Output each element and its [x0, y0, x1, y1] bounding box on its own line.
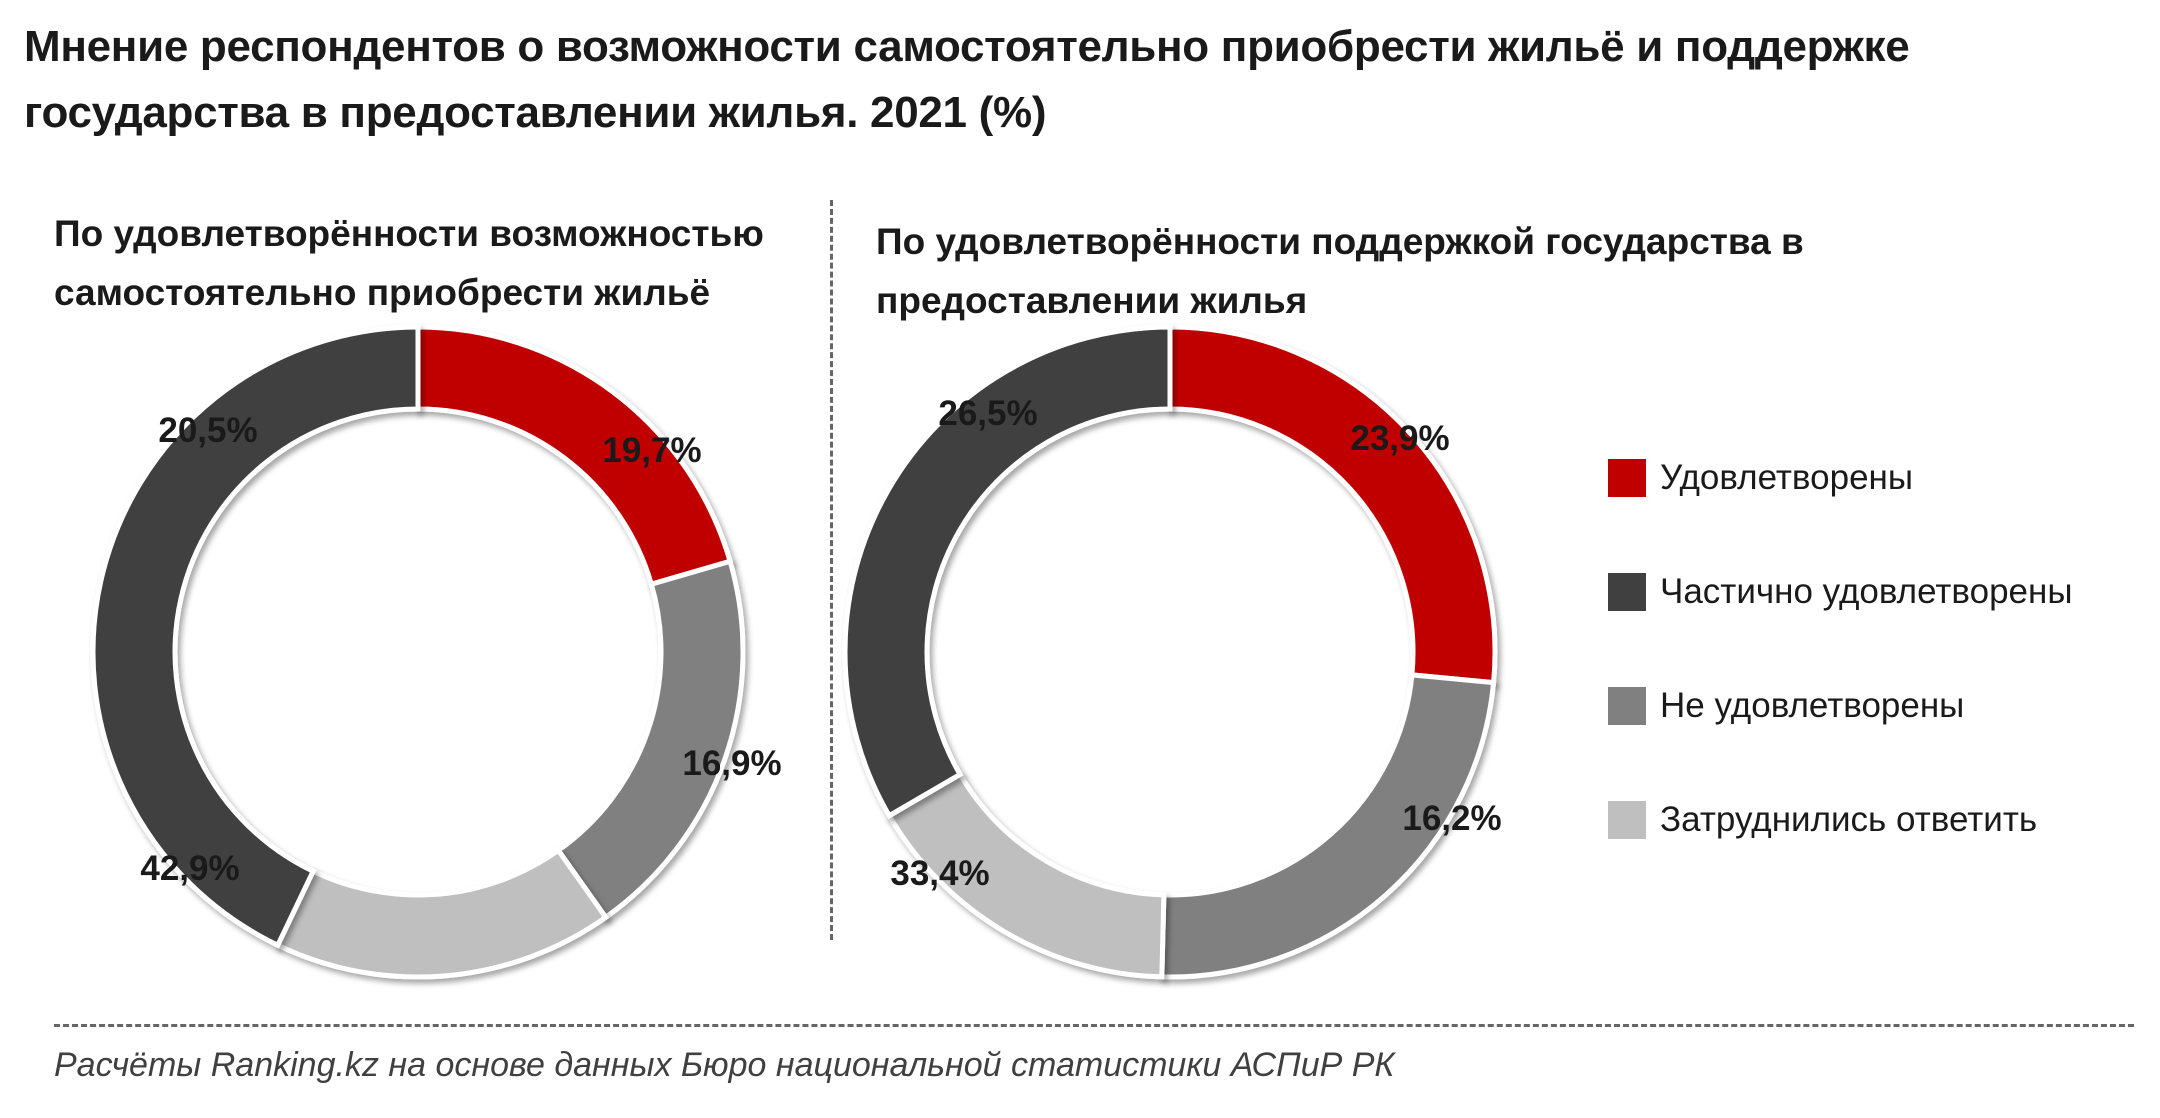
legend-label: Не удовлетворены — [1660, 686, 1965, 725]
legend-swatch — [1608, 801, 1646, 839]
slice-value-label: 42,9% — [140, 849, 239, 888]
slice-value-label: 19,7% — [602, 431, 701, 470]
slice-value-label: 23,9% — [1350, 419, 1449, 458]
donut-slice — [842, 324, 1173, 820]
chart-title: Мнение респондентов о возможности самост… — [24, 22, 1910, 137]
slice-value-label: 16,2% — [1402, 799, 1501, 838]
slice-value-label: 20,5% — [158, 411, 257, 450]
slice-value-label: 33,4% — [890, 854, 989, 893]
slice-value-label: 26,5% — [938, 394, 1037, 433]
legend-label: Удовлетворены — [1660, 458, 1914, 497]
left-chart-subtitle: По удовлетворённости возможностью самост… — [54, 213, 764, 313]
horizontal-divider — [54, 1024, 2134, 1027]
vertical-divider — [830, 200, 833, 940]
left-donut-chart: 20,5% 19,7% 16,9% 42,9% — [90, 324, 782, 980]
source-note: Расчёты Ranking.kz на основе данных Бюро… — [54, 1046, 1395, 1084]
donut-slice — [90, 324, 421, 949]
legend-swatch — [1608, 573, 1646, 611]
legend-label: Частично удовлетворены — [1660, 572, 2073, 611]
right-chart-subtitle: По удовлетворённости поддержкой государс… — [876, 221, 1804, 321]
donut-slice — [1167, 324, 1498, 686]
legend-label: Затруднились ответить — [1660, 800, 2038, 839]
slice-value-label: 16,9% — [682, 744, 781, 783]
right-donut-chart: 26,5% 23,9% 16,2% 33,4% — [842, 324, 1502, 980]
legend-swatch — [1608, 459, 1646, 497]
legend-swatch — [1608, 687, 1646, 725]
